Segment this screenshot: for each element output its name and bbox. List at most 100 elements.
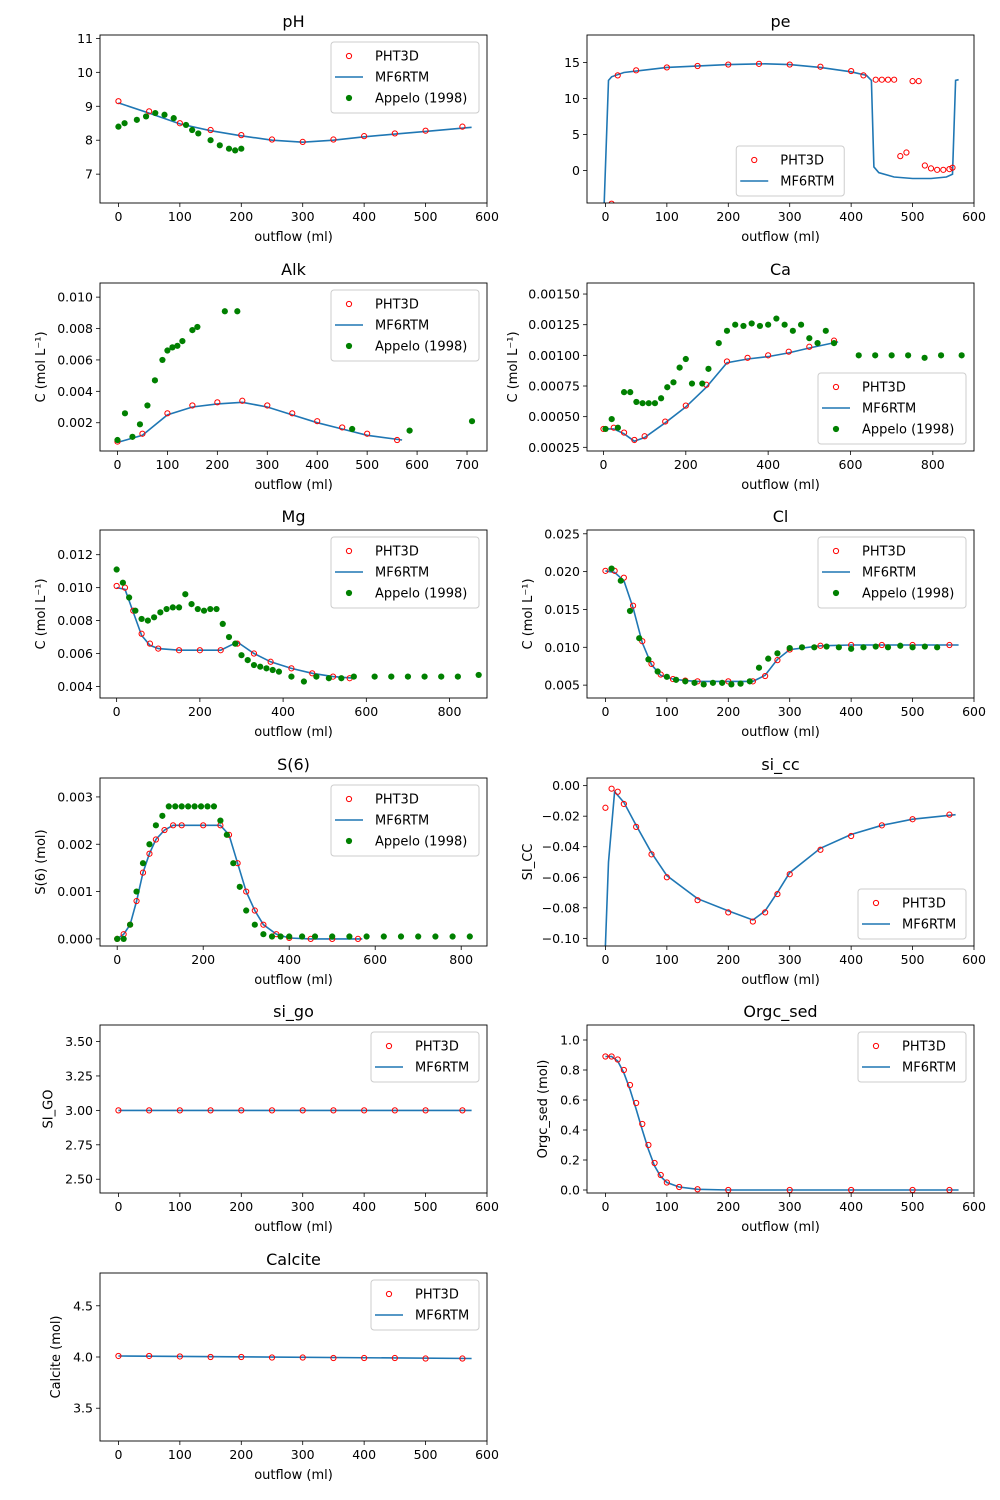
data-point-appelo — [664, 384, 671, 391]
legend-marker-pht3d — [872, 899, 880, 907]
x-tick-label: 800 — [449, 952, 473, 967]
data-point-pht3d — [663, 1179, 670, 1186]
data-point-appelo — [174, 342, 181, 349]
y-tick-label: 0.002 — [57, 415, 93, 430]
data-point-appelo — [133, 888, 140, 895]
data-point-appelo — [830, 339, 838, 347]
data-point-appelo — [189, 327, 196, 334]
y-axis-label: SI_GO — [42, 1090, 57, 1129]
y-axis-label: SI_CC — [521, 844, 536, 881]
data-point-pht3d — [897, 153, 904, 160]
x-tick-label: 600 — [962, 209, 986, 224]
data-point-pht3d — [238, 1107, 245, 1114]
data-point-pht3d — [459, 1107, 466, 1114]
data-point-appelo — [363, 933, 370, 940]
data-point-appelo — [299, 933, 306, 940]
y-axis-label: C (mol L⁻¹) — [521, 578, 536, 649]
x-tick-label: 500 — [901, 704, 925, 719]
data-point-pht3d — [161, 826, 168, 834]
data-point-pht3d — [608, 1053, 615, 1060]
x-tick-label: 100 — [155, 457, 179, 472]
x-tick-label: 500 — [414, 1199, 438, 1214]
data-point-pht3d — [146, 1352, 153, 1360]
axes-frame — [586, 529, 975, 699]
y-tick-label: 0.003 — [57, 789, 93, 804]
y-tick-label: 8 — [85, 133, 93, 148]
y-tick-label: 0.006 — [57, 646, 93, 661]
x-tick-label: 0 — [601, 1199, 609, 1214]
plot-area — [114, 803, 473, 943]
data-point-appelo — [688, 380, 696, 387]
y-tick-label: 3.25 — [65, 1068, 93, 1083]
data-point-pht3d — [884, 76, 892, 83]
x-tick-label: 600 — [475, 1199, 499, 1214]
data-point-appelo — [139, 860, 147, 867]
y-tick-label: 15 — [564, 55, 580, 70]
legend-label: Appelo (1998) — [862, 587, 954, 602]
data-point-pht3d — [391, 1354, 398, 1362]
data-point-pht3d — [309, 670, 316, 677]
chart-panel-5: Mg 0 200 400 600 800 0.004 0.006 0.008 0.010 0.012… — [34, 507, 488, 740]
data-point-pht3d — [614, 72, 621, 79]
data-point-pht3d — [207, 126, 214, 134]
data-point-pht3d — [176, 1353, 183, 1360]
data-point-appelo — [421, 673, 428, 680]
x-tick-label: 400 — [839, 952, 863, 967]
data-point-appelo — [765, 655, 772, 662]
data-point-appelo — [773, 315, 780, 322]
legend: PHT3D MF6RTM Appelo (1998) — [330, 536, 480, 609]
data-point-appelo — [127, 921, 134, 928]
axes-frame — [586, 777, 975, 947]
data-point-appelo — [709, 679, 717, 686]
x-tick-label: 300 — [255, 457, 279, 472]
data-point-appelo — [325, 675, 332, 682]
data-point-appelo — [170, 115, 177, 122]
data-point-appelo — [765, 321, 772, 328]
data-point-pht3d — [608, 200, 615, 203]
data-point-appelo — [182, 591, 189, 598]
data-point-pht3d — [608, 785, 615, 792]
data-point-pht3d — [762, 909, 769, 916]
data-point-pht3d — [422, 1107, 429, 1114]
data-point-pht3d — [330, 1354, 337, 1362]
data-point-appelo — [194, 605, 201, 613]
data-point-pht3d — [694, 62, 701, 70]
data-point-pht3d — [339, 424, 346, 431]
data-point-appelo — [178, 803, 185, 810]
data-point-appelo — [250, 661, 258, 669]
data-point-pht3d — [139, 430, 146, 437]
legend-marker-pht3d — [832, 547, 840, 555]
legend-box — [370, 1279, 480, 1331]
data-point-pht3d — [364, 430, 371, 437]
chart-title: Calcite — [266, 1250, 321, 1269]
data-point-pht3d — [459, 1355, 466, 1362]
data-point-pht3d — [762, 672, 769, 680]
data-point-appelo — [774, 650, 781, 657]
x-tick-label: 0 — [599, 457, 607, 472]
legend-marker-pht3d — [385, 1290, 393, 1298]
data-point-appelo — [380, 933, 387, 940]
data-point-appelo — [663, 673, 670, 680]
data-point-appelo — [682, 355, 689, 363]
x-tick-label: 200 — [716, 704, 740, 719]
data-point-appelo — [781, 321, 788, 328]
x-tick-label: 0 — [113, 952, 121, 967]
data-point-appelo — [207, 137, 214, 144]
legend-label: PHT3D — [415, 1040, 459, 1055]
data-point-appelo — [937, 352, 945, 359]
data-point-appelo — [238, 652, 245, 659]
data-point-appelo — [268, 933, 276, 940]
data-point-appelo — [732, 321, 739, 328]
x-tick-label: 400 — [839, 1199, 863, 1214]
data-point-appelo — [404, 673, 412, 680]
legend: PHT3D MF6RTM — [370, 1279, 480, 1331]
data-point-appelo — [338, 675, 345, 682]
data-point-appelo — [144, 402, 151, 409]
data-point-appelo — [234, 308, 241, 315]
data-point-appelo — [244, 657, 251, 664]
axes-frame — [586, 1024, 975, 1194]
data-point-appelo — [204, 803, 211, 810]
chart-panel-1: pH 0 100 200 300 400 500 600 7 8 9 10 11 outflow (ml)… — [77, 12, 499, 245]
data-point-pht3d — [602, 567, 609, 574]
